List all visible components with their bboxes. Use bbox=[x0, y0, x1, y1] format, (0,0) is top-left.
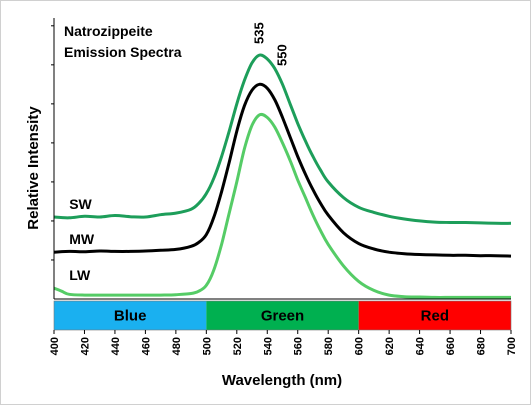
x-tick-label: 680 bbox=[476, 337, 488, 355]
x-tick-label: 460 bbox=[140, 337, 152, 355]
x-tick-label: 520 bbox=[232, 337, 244, 355]
series-label-mw: MW bbox=[69, 231, 95, 247]
x-tick-label: 660 bbox=[445, 337, 457, 355]
y-tick-marks bbox=[51, 25, 54, 261]
x-tick-label: 540 bbox=[262, 337, 274, 355]
y-axis-label: Relative Intensity bbox=[25, 106, 42, 230]
series-line-sw bbox=[53, 53, 512, 225]
band-green bbox=[206, 301, 359, 330]
x-axis-label: Wavelength (nm) bbox=[222, 372, 342, 389]
x-tick-label: 640 bbox=[415, 337, 427, 355]
x-tick-label: 480 bbox=[171, 337, 183, 355]
x-tick-label: 400 bbox=[49, 337, 61, 355]
x-tick-label: 420 bbox=[79, 337, 91, 355]
x-tick-label: 600 bbox=[354, 337, 366, 355]
peak-annotations: 535 550 bbox=[252, 22, 290, 66]
color-bands: Blue Green Red bbox=[53, 300, 512, 331]
x-ticks: 400 420 440 460 480 500 520 540 560 580 600 620 640 6… bbox=[49, 330, 518, 355]
band-label-red: Red bbox=[421, 308, 449, 325]
series-line-mw bbox=[53, 82, 512, 258]
band-blue bbox=[54, 301, 207, 330]
chart-title-line-1: Natrozippeite bbox=[64, 23, 153, 39]
x-tick-label: 620 bbox=[384, 337, 396, 355]
band-label-green: Green bbox=[261, 308, 304, 325]
x-tick-label: 440 bbox=[110, 337, 122, 355]
series-label-sw: SW bbox=[69, 196, 92, 212]
band-label-blue: Blue bbox=[114, 308, 147, 325]
x-tick-label: 700 bbox=[506, 337, 518, 355]
series-lines bbox=[53, 53, 512, 299]
band-red bbox=[358, 301, 511, 330]
x-tick-label: 560 bbox=[293, 337, 305, 355]
chart-title-line-2: Emission Spectra bbox=[64, 44, 182, 60]
series-line-lw bbox=[53, 112, 511, 299]
peak-label-535: 535 bbox=[252, 22, 267, 44]
series-label-lw: LW bbox=[69, 267, 91, 283]
series-labels: SW MW LW bbox=[69, 196, 95, 283]
peak-label-550: 550 bbox=[275, 44, 290, 66]
x-tick-label: 500 bbox=[201, 337, 213, 355]
band-outline bbox=[53, 300, 512, 331]
x-tick-label: 580 bbox=[323, 337, 335, 355]
